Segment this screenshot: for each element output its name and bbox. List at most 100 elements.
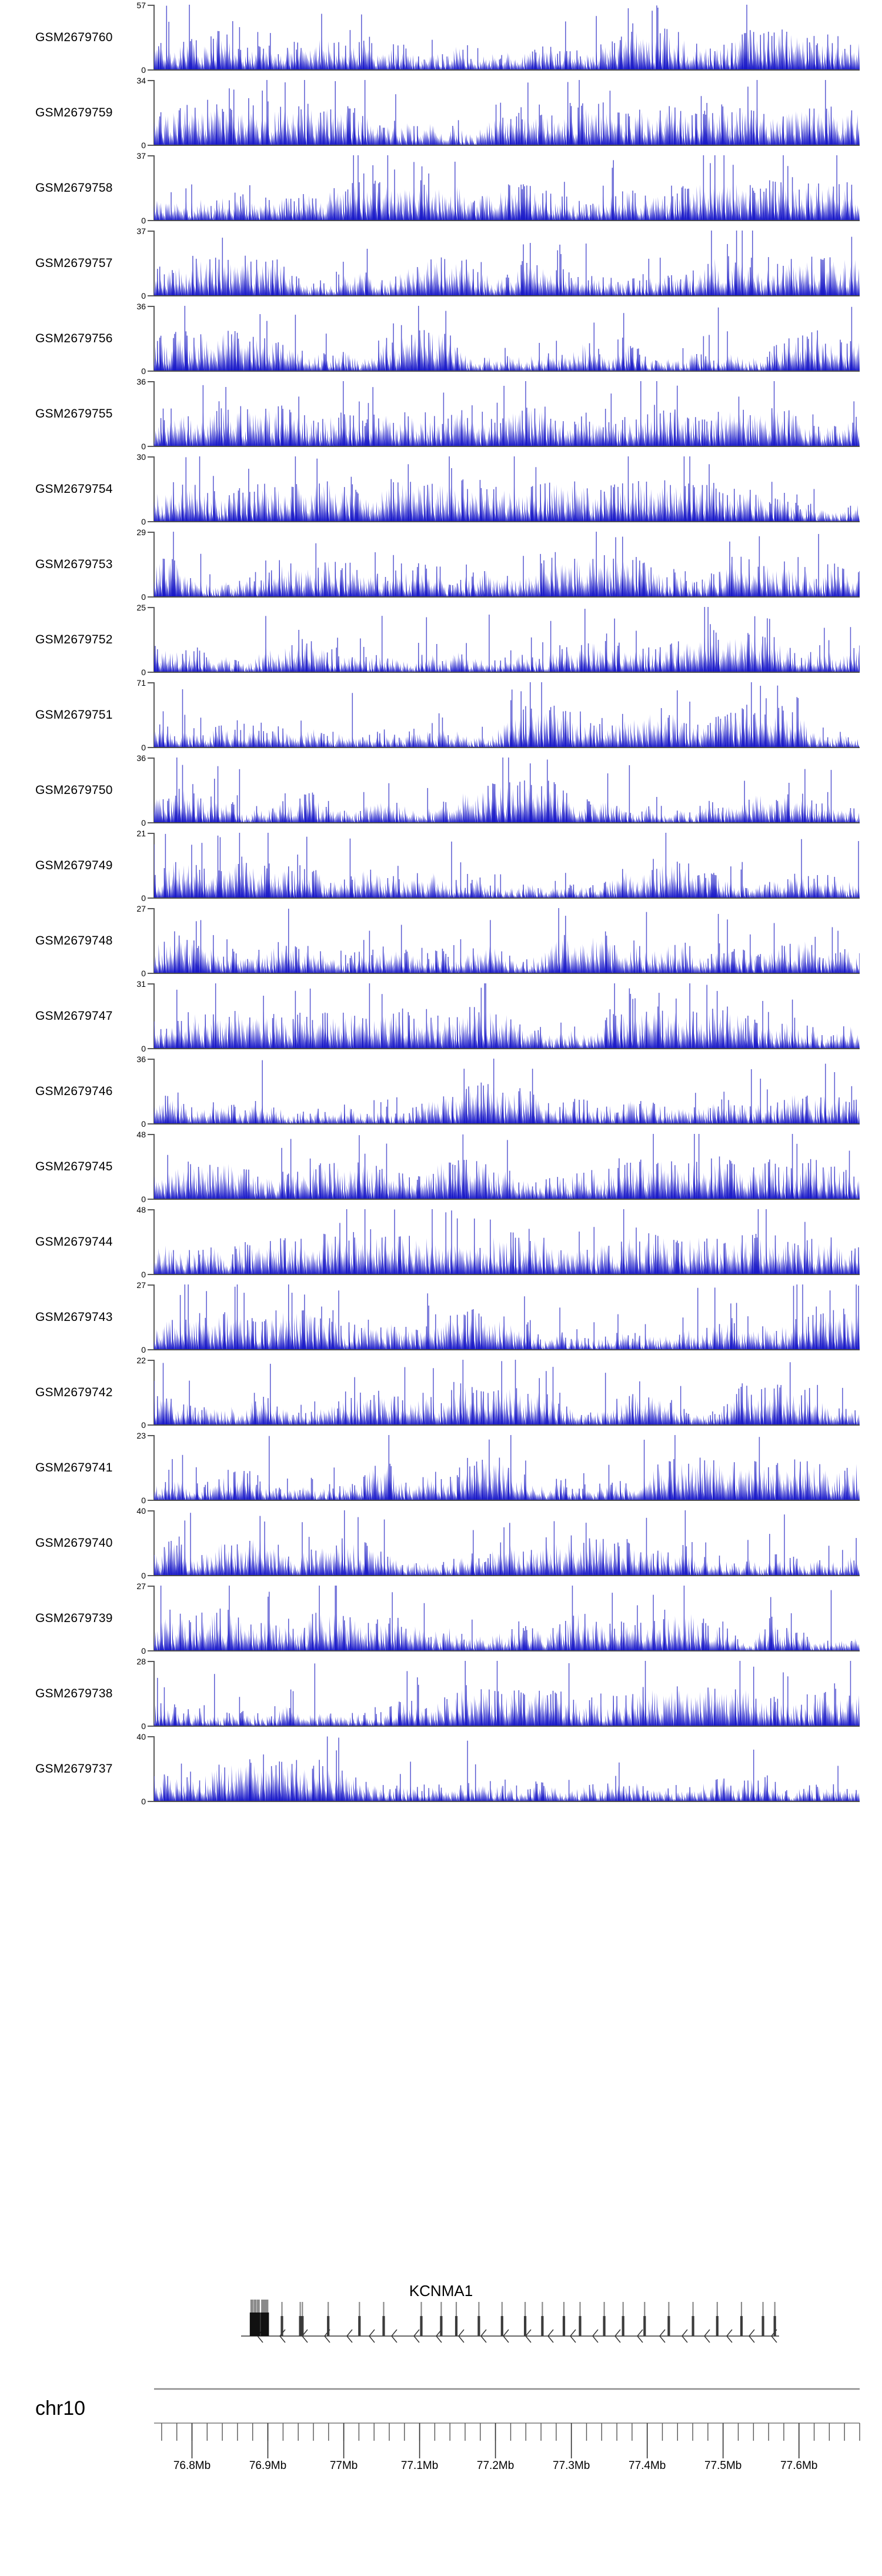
track-sample-label: GSM2679755 [35,407,113,421]
coverage-plot-area[interactable] [154,833,860,899]
y-axis-tick-max [148,532,154,533]
y-axis-tick-min [148,1500,154,1501]
y-axis-tick-min [148,1199,154,1200]
coverage-track: GSM2679756 36 0 [0,301,882,376]
track-sample-label: GSM2679737 [35,1762,113,1776]
coverage-plot-area[interactable] [154,1360,860,1426]
track-y-axis: 36 0 [136,1055,155,1128]
y-axis-tick-max [148,1586,154,1587]
coverage-plot-area[interactable] [154,532,860,598]
y-axis-spine [153,80,155,146]
y-axis-tick-max [148,682,154,683]
coverage-plot-area[interactable] [154,1284,860,1350]
y-axis-min-label: 0 [141,442,146,451]
coverage-plot-area[interactable] [154,1435,860,1501]
coverage-plot-area[interactable] [154,1059,860,1125]
coverage-plot-area[interactable] [154,381,860,447]
coverage-plot-area[interactable] [154,1586,860,1651]
y-axis-max-label: 36 [136,377,146,386]
chromosome-axis-svg[interactable] [0,2364,882,2500]
y-axis-tick-max [148,1736,154,1737]
coverage-track: GSM2679744 48 0 [0,1204,882,1280]
y-axis-tick-min [148,822,154,823]
y-axis-tick-min [148,596,154,598]
coverage-track: GSM2679753 29 0 [0,527,882,602]
coverage-plot-area[interactable] [154,456,860,522]
y-axis-min-label: 0 [141,668,146,677]
y-axis-tick-min [148,672,154,673]
track-y-axis: 36 0 [136,754,155,827]
y-axis-min-label: 0 [141,1571,146,1580]
y-axis-tick-min [148,1424,154,1426]
y-axis-max-label: 48 [136,1130,146,1139]
y-axis-min-label: 0 [141,1646,146,1656]
track-y-axis: 37 0 [136,227,155,300]
y-axis-min-label: 0 [141,141,146,150]
gene-model-panel: KCNMA1 [0,2282,882,2353]
coverage-plot-area[interactable] [154,908,860,974]
y-axis-tick-min [148,1048,154,1049]
coverage-plot-area[interactable] [154,306,860,372]
y-axis-spine [153,1134,155,1200]
gene-model-svg[interactable] [0,2300,882,2350]
y-axis-spine [153,1661,155,1727]
track-y-axis: 21 0 [136,829,155,902]
track-baseline [154,1726,860,1727]
coverage-plot-area[interactable] [154,1209,860,1275]
y-axis-max-label: 36 [136,753,146,763]
y-axis-tick-max [148,1510,154,1511]
y-axis-spine [153,983,155,1049]
coverage-plot-area[interactable] [154,758,860,823]
coverage-plot-area[interactable] [154,607,860,673]
y-axis-tick-min [148,145,154,146]
coverage-plot-area[interactable] [154,231,860,296]
y-axis-tick-max [148,1209,154,1210]
y-axis-tick-min [148,371,154,372]
axis-tick-label: 77.6Mb [780,2460,818,2472]
y-axis-spine [153,231,155,296]
y-axis-spine [153,1510,155,1576]
y-axis-tick-max [148,1284,154,1286]
track-y-axis: 36 0 [136,302,155,375]
track-baseline [154,747,860,748]
coverage-plot-area[interactable] [154,155,860,221]
coverage-plot-area[interactable] [154,1510,860,1576]
track-baseline [154,973,860,974]
y-axis-max-label: 40 [136,1506,146,1516]
y-axis-tick-min [148,1123,154,1125]
track-baseline [154,1199,860,1200]
coverage-plot-area[interactable] [154,1736,860,1802]
coverage-plot-area[interactable] [154,5,860,71]
y-axis-tick-max [148,5,154,6]
y-axis-tick-min [148,1274,154,1275]
track-y-axis: 25 0 [136,603,155,676]
coverage-plot-area[interactable] [154,682,860,748]
y-axis-min-label: 0 [141,1044,146,1053]
y-axis-max-label: 28 [136,1657,146,1666]
y-axis-tick-min [148,1650,154,1651]
track-y-axis: 40 0 [136,1733,155,1806]
y-axis-tick-min [148,1726,154,1727]
track-sample-label: GSM2679738 [35,1687,113,1700]
y-axis-max-label: 48 [136,1205,146,1214]
coverage-track: GSM2679759 34 0 [0,75,882,151]
axis-tick-label: 76.9Mb [249,2460,287,2472]
y-axis-tick-min [148,1801,154,1802]
track-sample-label: GSM2679747 [35,1009,113,1023]
coverage-track: GSM2679749 21 0 [0,828,882,903]
track-y-axis: 71 0 [136,679,155,752]
track-sample-label: GSM2679751 [35,708,113,722]
y-axis-max-label: 30 [136,452,146,462]
coverage-plot-area[interactable] [154,1134,860,1200]
coverage-track: GSM2679757 37 0 [0,226,882,301]
coverage-plot-area[interactable] [154,1661,860,1727]
y-axis-spine [153,682,155,748]
coverage-plot-area[interactable] [154,983,860,1049]
y-axis-spine [153,306,155,372]
axis-tick-label: 77.2Mb [476,2460,514,2472]
coverage-plot-area[interactable] [154,80,860,146]
track-sample-label: GSM2679739 [35,1611,113,1625]
y-axis-min-label: 0 [141,592,146,602]
y-axis-spine [153,908,155,974]
y-axis-tick-min [148,897,154,899]
